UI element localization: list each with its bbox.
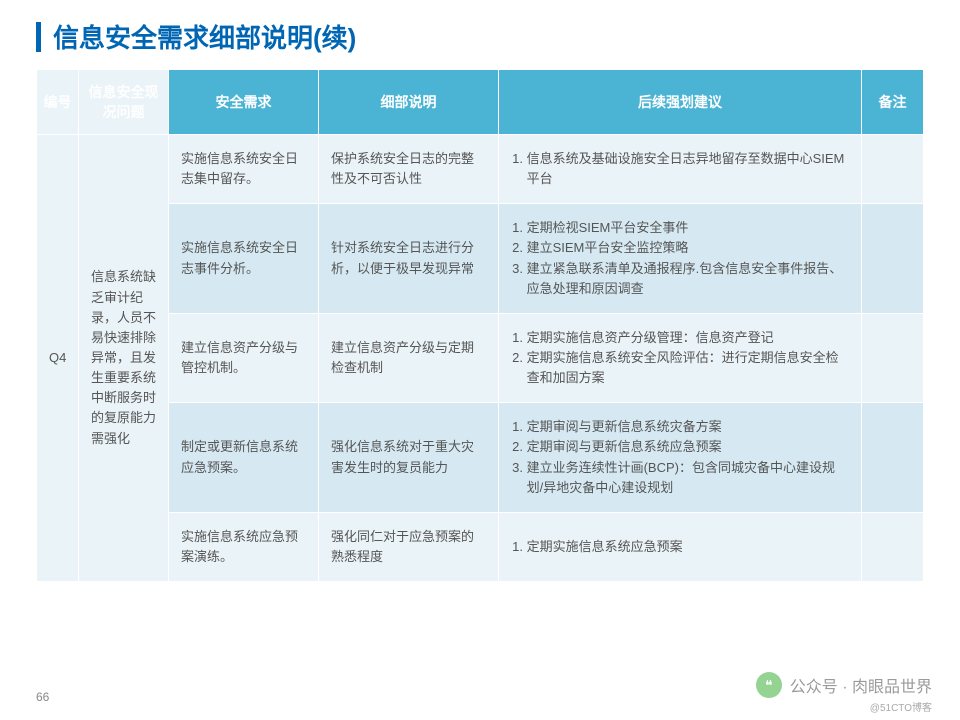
watermark: ❝ 公众号 · 肉眼品世界	[756, 672, 932, 698]
table-row: Q4信息系统缺乏审计纪录，人员不易快速排除异常，且发生重要系统中断服务时的复原能…	[37, 135, 924, 204]
table-row: 实施信息系统安全日志事件分析。针对系统安全日志进行分析，以便于极早发现异常定期检…	[37, 204, 924, 314]
suggestion-item: 定期实施信息系统安全风险评估：进行定期信息安全检查和加固方案	[527, 348, 849, 388]
table-header-row: 编号 信息安全现况问题 安全需求 细部说明 后续强划建议 备注	[37, 70, 924, 135]
header-suggest: 后续强划建议	[499, 70, 862, 135]
suggestion-item: 建立紧急联系清单及通报程序.包含信息安全事件报告、应急处理和原因调查	[527, 259, 849, 299]
header-detail: 细部说明	[319, 70, 499, 135]
suggestion-item: 定期实施信息系统应急预案	[527, 537, 849, 557]
cell-suggestion: 信息系统及基础设施安全日志异地留存至数据中心SIEM平台	[499, 135, 862, 204]
cell-requirement: 实施信息系统应急预案演练。	[169, 512, 319, 581]
cell-detail: 强化同仁对于应急预案的熟悉程度	[319, 512, 499, 581]
header-id: 编号	[37, 70, 79, 135]
cell-requirement: 建立信息资产分级与管控机制。	[169, 313, 319, 402]
cell-id: Q4	[37, 135, 79, 582]
title-accent	[36, 22, 41, 52]
cell-detail: 强化信息系统对于重大灾害发生时的复员能力	[319, 403, 499, 513]
cell-requirement: 实施信息系统安全日志集中留存。	[169, 135, 319, 204]
cell-detail: 建立信息资产分级与定期检查机制	[319, 313, 499, 402]
suggestion-item: 定期审阅与更新信息系统应急预案	[527, 437, 849, 457]
suggestion-item: 定期实施信息资产分级管理：信息资产登记	[527, 328, 849, 348]
header-req: 安全需求	[169, 70, 319, 135]
suggestion-item: 定期检视SIEM平台安全事件	[527, 218, 849, 238]
page-title: 信息安全需求细部说明(续)	[53, 18, 356, 55]
cell-note	[862, 403, 924, 513]
table-container: 编号 信息安全现况问题 安全需求 细部说明 后续强划建议 备注 Q4信息系统缺乏…	[0, 69, 960, 582]
table-row: 建立信息资产分级与管控机制。建立信息资产分级与定期检查机制定期实施信息资产分级管…	[37, 313, 924, 402]
cell-issue: 信息系统缺乏审计纪录，人员不易快速排除异常，且发生重要系统中断服务时的复原能力需…	[79, 135, 169, 582]
cell-requirement: 实施信息系统安全日志事件分析。	[169, 204, 319, 314]
watermark-label: 公众号 · 肉眼品世界	[790, 673, 932, 697]
suggestion-item: 信息系统及基础设施安全日志异地留存至数据中心SIEM平台	[527, 149, 849, 189]
cell-suggestion: 定期实施信息系统应急预案	[499, 512, 862, 581]
header-note: 备注	[862, 70, 924, 135]
suggestion-item: 建立SIEM平台安全监控策略	[527, 238, 849, 258]
header-issue: 信息安全现况问题	[79, 70, 169, 135]
wechat-icon: ❝	[756, 672, 782, 698]
cell-detail: 保护系统安全日志的完整性及不可否认性	[319, 135, 499, 204]
cell-suggestion: 定期检视SIEM平台安全事件建立SIEM平台安全监控策略建立紧急联系清单及通报程…	[499, 204, 862, 314]
cell-note	[862, 313, 924, 402]
cell-note	[862, 204, 924, 314]
cell-suggestion: 定期实施信息资产分级管理：信息资产登记定期实施信息系统安全风险评估：进行定期信息…	[499, 313, 862, 402]
suggestion-item: 建立业务连续性计画(BCP)：包含同城灾备中心建设规划/异地灾备中心建设规划	[527, 458, 849, 498]
suggestion-item: 定期审阅与更新信息系统灾备方案	[527, 417, 849, 437]
cell-detail: 针对系统安全日志进行分析，以便于极早发现异常	[319, 204, 499, 314]
cell-suggestion: 定期审阅与更新信息系统灾备方案定期审阅与更新信息系统应急预案建立业务连续性计画(…	[499, 403, 862, 513]
page-number: 66	[36, 690, 49, 704]
requirements-table: 编号 信息安全现况问题 安全需求 细部说明 后续强划建议 备注 Q4信息系统缺乏…	[36, 69, 924, 582]
table-row: 制定或更新信息系统应急预案。强化信息系统对于重大灾害发生时的复员能力定期审阅与更…	[37, 403, 924, 513]
cell-requirement: 制定或更新信息系统应急预案。	[169, 403, 319, 513]
watermark-sub: @51CTO博客	[870, 699, 932, 714]
cell-note	[862, 135, 924, 204]
table-body: Q4信息系统缺乏审计纪录，人员不易快速排除异常，且发生重要系统中断服务时的复原能…	[37, 135, 924, 582]
cell-note	[862, 512, 924, 581]
table-row: 实施信息系统应急预案演练。强化同仁对于应急预案的熟悉程度 定期实施信息系统应急预案	[37, 512, 924, 581]
title-bar: 信息安全需求细部说明(续)	[0, 0, 960, 69]
